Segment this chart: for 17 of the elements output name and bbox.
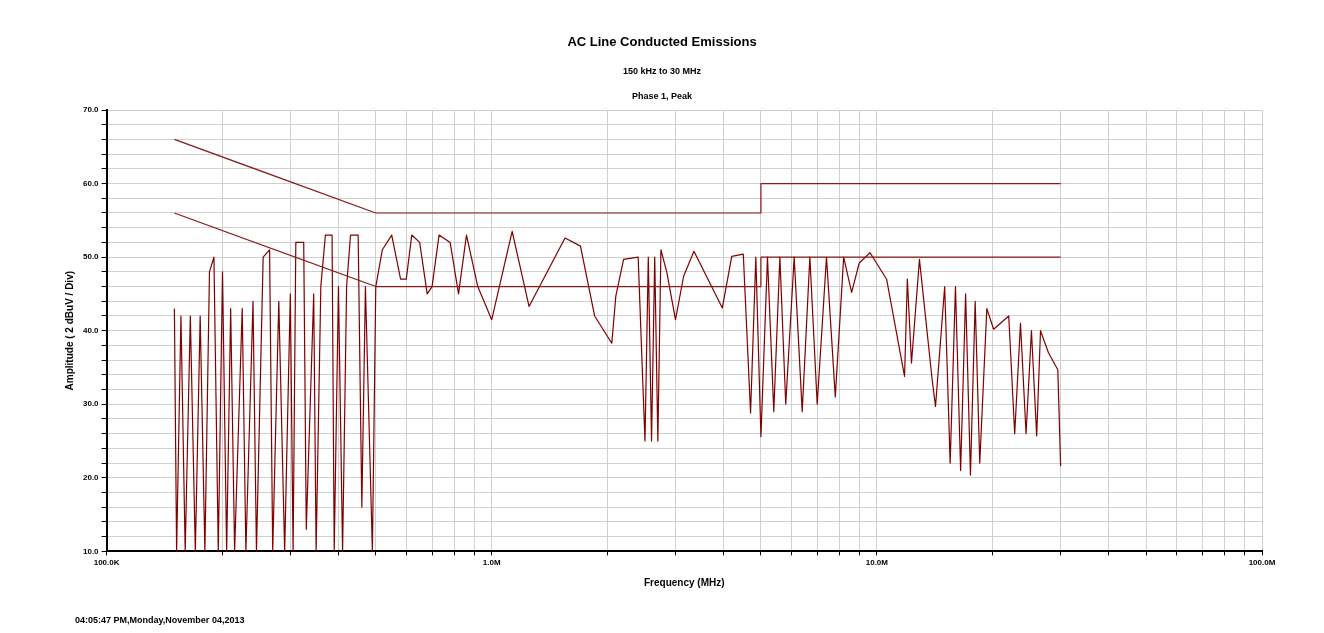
x-axis-title: Frequency (MHz) xyxy=(644,576,725,588)
y-tick-label: 40.0 xyxy=(82,325,100,335)
y-tick-label: 10.0 xyxy=(82,546,100,556)
text: Phase 1, Peak xyxy=(630,91,693,101)
x-tick-label: 100.0K xyxy=(93,558,120,568)
chart-subtitle: 150 kHz to 30 MHz xyxy=(622,66,702,76)
y-tick-label: 60.0 xyxy=(82,178,100,188)
y-tick-label: 50.0 xyxy=(82,252,100,262)
chart-title: AC Line Conducted Emissions xyxy=(566,34,758,49)
y-tick-label: 30.0 xyxy=(82,399,100,409)
x-tick-label: 10.0M xyxy=(865,558,889,568)
x-tick-label: 100.0M xyxy=(1248,558,1276,568)
x-tick-label: 1.0M xyxy=(482,558,501,568)
y-tick-label: 20.0 xyxy=(82,473,100,483)
text: 04:05:47 PM,Monday,November 04,2013 xyxy=(75,615,245,625)
y-axis-title: Amplitude ( 2 dBuV / Div) xyxy=(63,270,75,391)
y-tick-label: 70.0 xyxy=(82,105,100,115)
